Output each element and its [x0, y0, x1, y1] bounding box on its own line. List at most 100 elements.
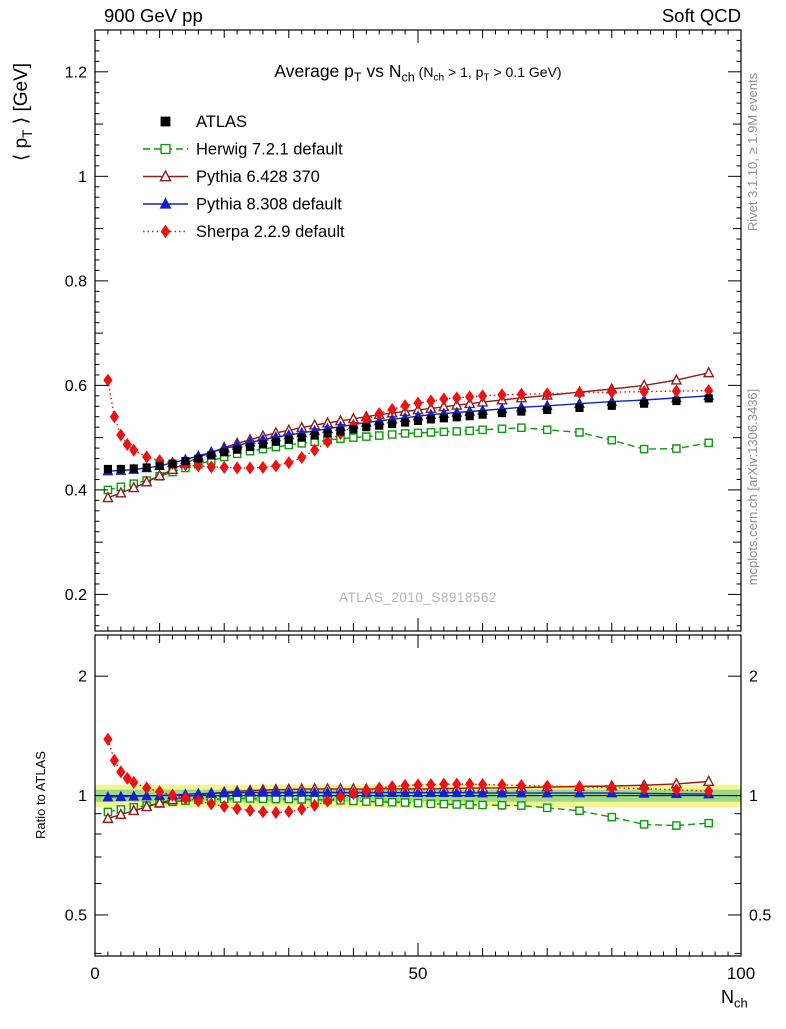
triangle-open-marker	[128, 804, 140, 816]
triangle-open-marker	[102, 491, 114, 503]
x-tick-label: 100	[727, 964, 755, 983]
square-open-marker	[542, 425, 552, 435]
square-open-marker	[542, 803, 552, 813]
diamond-filled-marker	[671, 384, 682, 398]
diamond-filled-marker	[142, 450, 152, 464]
legend-label: ATLAS	[196, 113, 247, 131]
square-filled-marker	[497, 408, 507, 418]
square-open-marker	[413, 428, 423, 438]
triangle-open-marker	[140, 475, 153, 487]
triangle-filled-marker	[515, 786, 527, 798]
triangle-open-marker	[128, 481, 140, 493]
square-filled-marker	[181, 457, 190, 466]
diamond-filled-marker	[129, 775, 139, 789]
square-filled-marker	[245, 442, 255, 452]
triangle-filled-marker	[399, 786, 411, 797]
legend-label: Pythia 6.428 370	[196, 168, 320, 186]
diamond-filled-marker	[426, 778, 436, 792]
mcplots-arxiv-note: mcplots.cern.ch [arXiv:1306.3436]	[745, 389, 760, 586]
analysis-id-watermark: ATLAS_2010_S8918562	[339, 590, 497, 605]
square-filled-marker	[517, 407, 526, 416]
square-open-marker	[607, 812, 617, 822]
square-open-marker	[465, 800, 474, 810]
triangle-open-marker	[102, 812, 114, 824]
series-sherpa-2-2-9-default-line	[107, 739, 709, 814]
square-open-marker	[497, 800, 507, 810]
square-filled-marker	[375, 421, 384, 430]
square-open-marker	[426, 799, 436, 809]
diamond-filled-marker	[452, 777, 462, 791]
diamond-filled-marker	[639, 385, 649, 399]
diamond-filled-marker	[387, 780, 397, 794]
square-filled-marker	[142, 463, 151, 472]
legend-item-herwig-7-2-1-default: Herwig 7.2.1 default	[143, 141, 343, 159]
square-filled-marker	[465, 412, 474, 421]
top-y-tick-label: 0.4	[65, 482, 87, 499]
diamond-filled-marker	[206, 797, 216, 811]
square-filled-marker	[349, 425, 358, 434]
square-filled-marker	[543, 405, 552, 415]
square-filled-marker	[129, 464, 138, 473]
square-filled-marker	[388, 419, 397, 429]
square-filled-marker	[155, 461, 164, 470]
legend: ATLAS Herwig 7.2.1 default Pythia 6.428 37…	[143, 113, 345, 241]
square-open-marker	[426, 428, 436, 437]
diamond-filled-marker	[465, 777, 475, 791]
square-filled-marker	[439, 414, 448, 423]
triangle-open-legend-marker	[159, 169, 172, 182]
diamond-filled-marker	[116, 765, 126, 779]
legend-item-pythia-8-308-default: Pythia 8.308 default	[143, 196, 342, 214]
square-open-marker	[439, 427, 449, 437]
x-axis-label: Nch	[721, 987, 748, 1011]
triangle-open-marker	[140, 800, 153, 812]
square-open-marker	[575, 428, 584, 437]
square-open-marker	[517, 801, 526, 810]
square-filled-marker	[103, 464, 113, 474]
triangle-open-marker	[115, 486, 127, 498]
triangle-open-marker	[702, 366, 715, 378]
top-y-tick-label: 1	[78, 169, 87, 186]
square-filled-legend-marker	[160, 116, 171, 127]
square-filled-marker	[194, 454, 203, 463]
diamond-filled-marker	[154, 785, 165, 799]
square-open-marker	[413, 798, 423, 808]
legend-label: Sherpa 2.2.9 default	[196, 223, 345, 241]
triangle-filled-marker	[257, 786, 269, 797]
triangle-filled-marker	[496, 786, 508, 798]
titles: Average pT vs Nch (Nch > 1, pT > 0.1 GeV…	[11, 61, 748, 1011]
diamond-filled-marker	[103, 732, 113, 746]
diamond-filled-marker	[322, 794, 333, 808]
square-filled-marker	[640, 399, 649, 408]
square-filled-marker	[400, 418, 410, 427]
diamond-filled-marker	[109, 753, 119, 767]
diamond-filled-marker	[574, 780, 585, 794]
diamond-filled-marker	[516, 387, 526, 401]
triangle-filled-marker	[115, 790, 127, 802]
diamond-filled-marker	[361, 784, 371, 798]
square-filled-marker	[607, 401, 616, 410]
square-open-marker	[672, 821, 681, 830]
ratio-y-tick-label-right: 2	[749, 669, 758, 686]
square-filled-marker	[426, 415, 436, 424]
diamond-filled-marker	[232, 461, 242, 475]
diamond-filled-marker	[271, 805, 281, 820]
square-filled-marker	[168, 459, 177, 468]
diamond-filled-marker	[245, 461, 255, 475]
triangle-filled-legend-marker	[159, 197, 172, 209]
axis-tick-labels: 0.2 0.4 0.6 0.8 1 1.2 0.5 0.5 1 1 2 2 0 50 100	[65, 64, 772, 983]
diamond-filled-marker	[497, 778, 507, 792]
diamond-filled-marker	[232, 802, 242, 816]
diamond-filled-marker	[516, 778, 526, 793]
diamond-filled-marker	[258, 805, 268, 819]
top-y-tick-label: 1.2	[65, 64, 87, 81]
diamond-filled-marker	[426, 394, 436, 408]
square-open-marker	[704, 438, 713, 448]
diamond-filled-marker	[193, 794, 203, 808]
triangle-filled-marker	[218, 786, 230, 798]
ratio-y-tick-label-left: 0.5	[65, 907, 87, 924]
triangle-filled-marker	[128, 790, 140, 801]
square-filled-marker	[271, 437, 280, 446]
square-filled-marker	[575, 403, 584, 412]
top-panel-frame	[94, 29, 742, 632]
x-tick-label: 0	[90, 964, 99, 983]
